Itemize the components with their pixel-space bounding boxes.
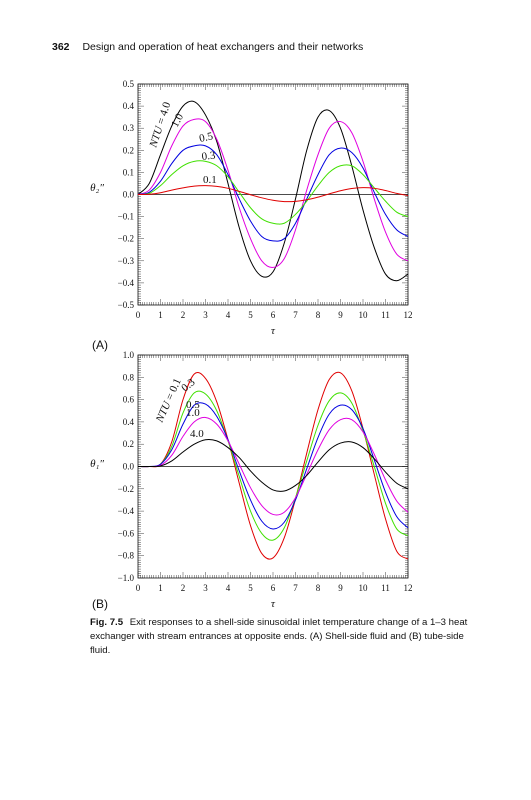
x-tick-label: 10: [359, 310, 369, 320]
running-title: Design and operation of heat exchangers …: [82, 41, 364, 53]
x-tick-label: 4: [226, 310, 231, 320]
y-tick-label: 0.5: [123, 79, 135, 89]
series-line-ntu-1-0: [137, 416, 409, 516]
y-tick-label: 0.0: [123, 190, 135, 200]
y-tick-label: 0.3: [123, 123, 135, 133]
series-label: 0.5: [186, 399, 200, 411]
series-label: 0.5: [198, 130, 214, 145]
series-line-ntu-0-1: [137, 371, 409, 560]
page-header: 362 Design and operation of heat exchang…: [52, 41, 363, 53]
series-line-ntu-1-0: [137, 118, 409, 268]
panel-label: (A): [92, 338, 108, 352]
figure-caption: Fig. 7.5 Exit responses to a shell-side …: [90, 616, 478, 658]
y-tick-label: 0.4: [123, 101, 135, 111]
y-tick-label: −0.8: [118, 551, 135, 561]
y-tick-label: 0.0: [123, 462, 135, 472]
chart-panel-b: 0 1 2 3 4 5 6 7 8 9 10 11 121.00.80.60.40.20.0−0.2−0…: [90, 350, 412, 611]
y-tick-label: −0.1: [118, 212, 134, 222]
panel-label: (B): [92, 597, 108, 611]
series-line-ntu-0-5: [137, 402, 409, 530]
y-tick-label: 0.6: [123, 395, 135, 405]
y-tick-label: 0.4: [123, 417, 135, 427]
x-tick-label: 11: [381, 583, 390, 593]
series-label: 4.0: [190, 428, 204, 440]
series-line-ntu-0-3: [137, 160, 409, 225]
x-tick-label: 2: [181, 583, 186, 593]
y-tick-label: 1.0: [123, 350, 135, 360]
x-tick-label: 10: [359, 583, 369, 593]
x-tick-label: 3: [203, 583, 208, 593]
x-tick-label: 12: [404, 310, 413, 320]
x-tick-label: 8: [316, 583, 321, 593]
x-axis-label: τ: [271, 325, 276, 337]
y-tick-label: 0.8: [123, 372, 135, 382]
x-tick-label: 7: [293, 310, 298, 320]
series-line-ntu-0-1: [137, 185, 409, 203]
series-line-ntu-4-0: [137, 100, 409, 282]
y-tick-label: −0.4: [118, 278, 135, 288]
x-tick-label: 2: [181, 310, 186, 320]
y-tick-label: −0.6: [118, 528, 135, 538]
y-tick-label: −1.0: [118, 573, 135, 583]
y-axis-label: θ₂″: [90, 182, 104, 194]
y-tick-label: 0.2: [123, 439, 134, 449]
y-tick-label: −0.3: [118, 256, 135, 266]
y-tick-label: −0.4: [118, 506, 135, 516]
chart-panel-a: 0 1 2 3 4 5 6 7 8 9 10 11 120.50.40.30.20.10.0−0.1−0…: [90, 79, 412, 352]
x-tick-label: 0: [136, 583, 141, 593]
series-line-ntu-0-3: [137, 390, 409, 541]
x-tick-label: 8: [316, 310, 321, 320]
page-number: 362: [52, 41, 70, 53]
x-tick-label: 9: [338, 583, 343, 593]
series-label: 0.3: [201, 150, 216, 163]
x-tick-label: 12: [404, 583, 413, 593]
x-tick-label: 7: [293, 583, 298, 593]
x-tick-label: 5: [248, 583, 253, 593]
series-label: 1.0: [169, 111, 186, 129]
series-line-ntu-4-0: [137, 438, 409, 492]
x-tick-label: 6: [271, 583, 276, 593]
caption-label: Fig. 7.5: [90, 617, 124, 628]
x-tick-label: 1: [158, 583, 163, 593]
y-tick-label: −0.5: [118, 300, 135, 310]
y-tick-label: −0.2: [118, 234, 134, 244]
y-tick-label: 0.2: [123, 145, 134, 155]
x-tick-label: 9: [338, 310, 343, 320]
y-tick-label: −0.2: [118, 484, 134, 494]
x-tick-label: 5: [248, 310, 253, 320]
y-axis-label: θ₁″: [90, 458, 104, 470]
x-tick-label: 6: [271, 310, 276, 320]
series-label: 0.1: [203, 174, 217, 186]
x-tick-label: 1: [158, 310, 163, 320]
x-tick-label: 3: [203, 310, 208, 320]
series-label: 1.0: [186, 407, 200, 419]
series-label: 0.3: [179, 376, 198, 394]
series-line-ntu-0-5: [137, 144, 409, 242]
x-axis-label: τ: [271, 598, 276, 610]
x-tick-label: 4: [226, 583, 231, 593]
caption-text: Exit responses to a shell-side sinusoida…: [90, 617, 468, 656]
x-tick-label: 0: [136, 310, 141, 320]
y-tick-label: 0.1: [123, 167, 134, 177]
x-tick-label: 11: [381, 310, 390, 320]
